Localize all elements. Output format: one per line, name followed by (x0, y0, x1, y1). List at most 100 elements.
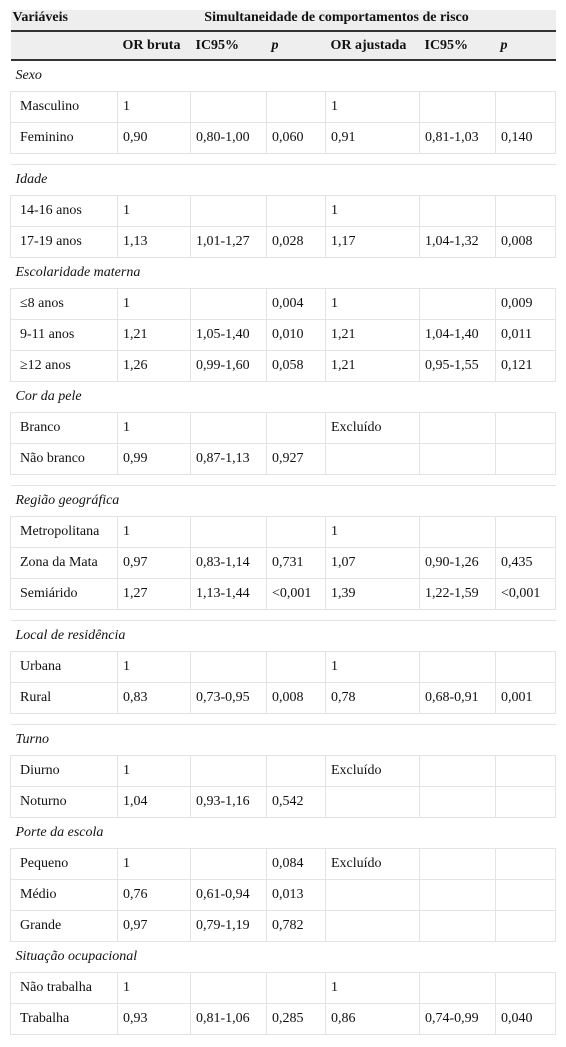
data-row: 9-11 anos 1,21 1,05-1,40 0,010 1,21 1,04-1,40… (10, 319, 557, 351)
row-label: 17-19 anos (10, 226, 118, 258)
empty-cell (190, 91, 267, 123)
data-row: ≤8 anos 1 0,004 1 0,009 (10, 288, 557, 320)
cell: <0,001 (266, 578, 326, 610)
cell: 0,010 (266, 319, 326, 351)
cell: 1,07 (325, 547, 420, 579)
empty-cell (494, 91, 557, 123)
cell: 1,04-1,32 (419, 226, 496, 258)
row-label: Noturno (10, 786, 118, 818)
cell: 0,001 (494, 682, 557, 714)
column-header: p (495, 30, 556, 61)
cell: 0,81-1,03 (419, 122, 496, 154)
column-header: IC95% (190, 30, 267, 61)
cell: Excluído (325, 848, 420, 880)
cell: 0,73-0,95 (190, 682, 267, 714)
cell: 1,39 (325, 578, 420, 610)
row-label: Urbana (10, 651, 118, 683)
cell: 1 (117, 288, 191, 320)
row-label: Diurno (10, 755, 118, 787)
data-row: Grande 0,97 0,79-1,19 0,782 (10, 910, 557, 942)
row-label: Feminino (10, 122, 118, 154)
cell: 0,435 (494, 547, 557, 579)
cell: 0,731 (266, 547, 326, 579)
empty-cell (190, 848, 267, 880)
cell: 1 (117, 848, 191, 880)
row-label: Trabalha (10, 1003, 118, 1035)
cell: 0,99-1,60 (190, 350, 267, 382)
data-row: Diurno 1 Excluído (10, 755, 557, 787)
cell: 1,01-1,27 (190, 226, 267, 258)
empty-cell (266, 972, 326, 1004)
empty-cell (419, 91, 496, 123)
spacer (10, 609, 556, 621)
cell: 0,011 (494, 319, 557, 351)
cell: 1 (325, 91, 420, 123)
cell: 1 (117, 91, 191, 123)
cell: 1,21 (117, 319, 191, 351)
cell: 1,04 (117, 786, 191, 818)
data-row: Branco 1 Excluído (10, 412, 557, 444)
spacer (10, 474, 556, 486)
column-header: OR bruta (117, 30, 191, 61)
row-label: 14-16 anos (10, 195, 118, 227)
cell: 0,78 (325, 682, 420, 714)
section-row: Sexo (11, 60, 556, 92)
cell: 0,87-1,13 (190, 443, 267, 475)
empty-cell (419, 288, 496, 320)
cell: 0,040 (494, 1003, 557, 1035)
row-label: Grande (10, 910, 118, 942)
empty-cell (266, 755, 326, 787)
empty-cell (190, 972, 267, 1004)
empty-cell (325, 910, 420, 942)
cell: 0,99 (117, 443, 191, 475)
empty-cell (419, 910, 496, 942)
cell: 0,028 (266, 226, 326, 258)
cell: 0,83-1,14 (190, 547, 267, 579)
cell: 0,927 (266, 443, 326, 475)
spacer (10, 713, 556, 725)
row-label: Semiárido (10, 578, 118, 610)
empty-cell (419, 786, 496, 818)
empty-cell (190, 755, 267, 787)
empty-cell (494, 412, 557, 444)
cell: 0,004 (266, 288, 326, 320)
section-row: Local de residência (11, 621, 556, 652)
column-header: p (266, 30, 326, 61)
empty-cell (266, 195, 326, 227)
column-headers: OR bruta IC95% p OR ajustada IC95% p (10, 30, 556, 61)
row-label: ≤8 anos (10, 288, 118, 320)
cell: 1,17 (325, 226, 420, 258)
empty-cell (494, 755, 557, 787)
empty-cell (419, 879, 496, 911)
empty-cell (419, 412, 496, 444)
empty-cell (494, 443, 557, 475)
empty-cell (494, 786, 557, 818)
cell: 0,782 (266, 910, 326, 942)
empty-cell (494, 195, 557, 227)
section-title: Sexo (15, 68, 42, 83)
empty-cell (494, 972, 557, 1004)
empty-cell (266, 516, 326, 548)
cell: 0,285 (266, 1003, 326, 1035)
cell: 0,97 (117, 910, 191, 942)
section-title: Região geográfica (15, 493, 120, 508)
cell: 1 (325, 516, 420, 548)
cell: 0,90-1,26 (419, 547, 496, 579)
table-body: Sexo Masculino 1 1 Feminino 0,90 0,80-1,00 0,06… (10, 60, 557, 1035)
data-row: ≥12 anos 1,26 0,99-1,60 0,058 1,21 0,95-1,55 0… (10, 350, 557, 382)
empty-cell (494, 848, 557, 880)
section-title: Turno (15, 732, 49, 747)
empty-cell (419, 516, 496, 548)
table-header: Variáveis Simultaneidade de comportament… (10, 10, 556, 61)
row-label: 9-11 anos (10, 319, 118, 351)
cell: 1 (117, 516, 191, 548)
row-label: Não trabalha (10, 972, 118, 1004)
cell: 1 (117, 972, 191, 1004)
empty-cell (494, 651, 557, 683)
row-label: ≥12 anos (10, 350, 118, 382)
section-row: Situação ocupacional (11, 942, 556, 973)
cell: 0,68-0,91 (419, 682, 496, 714)
cell: 1 (117, 195, 191, 227)
cell: 0,060 (266, 122, 326, 154)
